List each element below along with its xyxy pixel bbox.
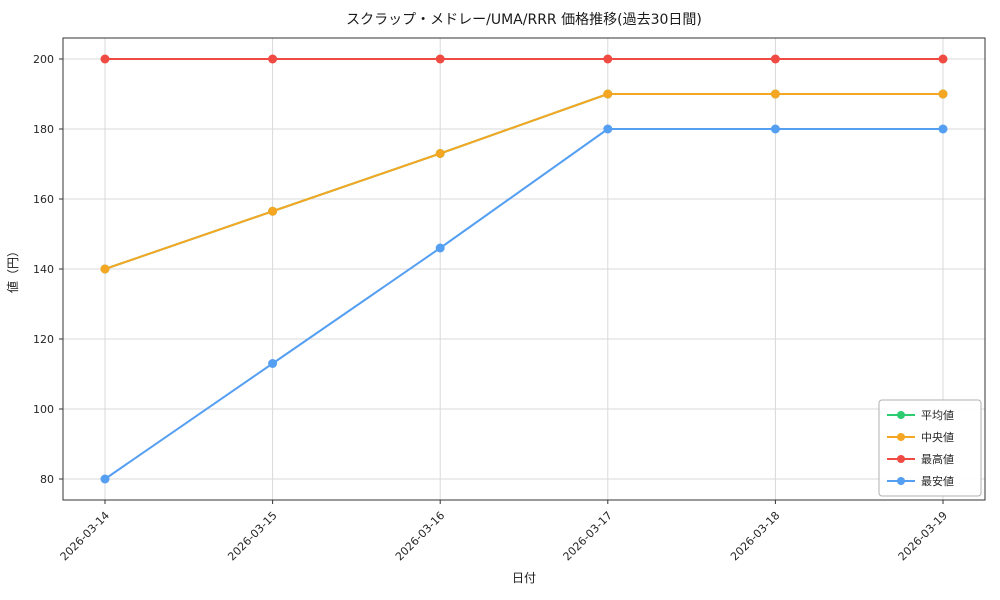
data-point-marker xyxy=(100,474,110,484)
grid-layer xyxy=(63,38,985,500)
data-point-marker xyxy=(435,149,445,158)
data-point-marker xyxy=(603,54,613,64)
data-point-marker xyxy=(100,54,110,64)
x-axis-label: 日付 xyxy=(512,571,536,585)
y-tick-label: 180 xyxy=(33,123,54,136)
data-point-marker xyxy=(938,54,948,64)
data-point-marker xyxy=(938,124,948,134)
legend-item-label: 中央値 xyxy=(921,431,954,444)
data-point-marker xyxy=(435,243,445,253)
x-tick-label: 2026-03-15 xyxy=(225,509,279,563)
y-tick-label: 120 xyxy=(33,333,54,346)
legend-marker xyxy=(897,411,905,419)
chart-title: スクラップ・メドレー/UMA/RRR 価格推移(過去30日間) xyxy=(346,12,702,28)
x-tick-label: 2026-03-19 xyxy=(896,509,950,563)
x-tick-label: 2026-03-14 xyxy=(58,509,112,563)
data-point-marker xyxy=(268,206,278,216)
y-axis-label: 値（円） xyxy=(5,245,20,293)
data-point-marker xyxy=(268,359,278,368)
legend-box xyxy=(878,399,982,497)
data-point-marker xyxy=(435,54,445,64)
series-line xyxy=(104,93,943,270)
data-point-marker xyxy=(268,54,278,64)
data-point-marker xyxy=(770,124,780,134)
x-tick-label: 2026-03-16 xyxy=(393,509,447,563)
x-tick-label: 2026-03-18 xyxy=(728,509,782,563)
legend-marker xyxy=(897,477,905,485)
y-tick-label: 100 xyxy=(33,403,54,416)
y-tick-label: 200 xyxy=(33,53,54,66)
legend-item-label: 平均値 xyxy=(921,409,954,422)
series-layer xyxy=(100,54,948,484)
y-tick-label: 140 xyxy=(33,263,54,276)
legend-item-label: 最高値 xyxy=(921,452,954,466)
axis-layer: 80 100 120 140 160 180 200 2026-03-14 2026-03-15… xyxy=(33,37,986,563)
series-line xyxy=(104,93,943,270)
series-line xyxy=(104,128,943,480)
legend-item-label: 最安値 xyxy=(921,474,954,488)
legend-marker xyxy=(897,433,905,441)
data-point-marker xyxy=(770,89,780,99)
data-point-marker xyxy=(770,54,780,64)
data-point-marker xyxy=(100,264,110,274)
data-point-marker xyxy=(603,124,613,134)
data-point-marker xyxy=(938,89,948,99)
data-point-marker xyxy=(603,89,613,99)
y-tick-label: 160 xyxy=(33,193,54,206)
y-tick-label: 80 xyxy=(40,473,54,486)
x-tick-label: 2026-03-17 xyxy=(561,509,615,563)
legend-marker xyxy=(897,455,905,463)
